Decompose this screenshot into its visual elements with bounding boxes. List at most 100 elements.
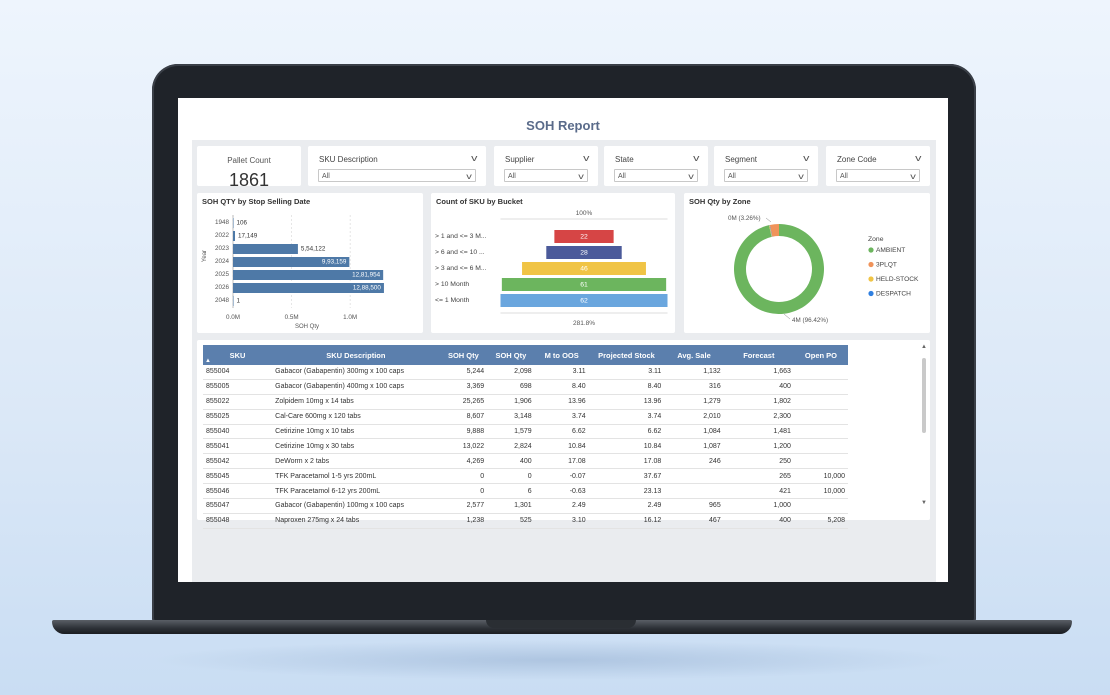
slicer-dropdown[interactable]: All v [836,169,920,182]
table-cell: 37.67 [588,468,665,485]
slicer-title: Zone Code [837,155,877,164]
table-cell: 2,300 [723,409,794,425]
data-label: 1 [237,298,241,305]
table-row[interactable]: 855041 Cetirizine 10mg x 30 tabs 13,022 2,8… [203,438,848,455]
chevron-down-icon[interactable]: v [802,153,809,163]
column-header[interactable]: Open PO [793,345,848,365]
bar [233,283,384,293]
table-cell: 1,200 [723,438,794,455]
table-cell: -0.07 [534,468,589,485]
funnel-value-label: 22 [580,234,588,241]
slicer-state[interactable]: State v All v [604,146,708,186]
table-cell: DeWorm x 2 tabs [272,453,440,470]
table-cell: 855040 [203,424,273,440]
report-screen: SOH Report Pallet Count 1861 SKU Descrip… [178,98,948,582]
table-row[interactable]: 855046 TFK Paracetamol 6-12 yrs 200mL 0 6 -0… [203,483,848,500]
slicer-title: State [615,155,634,164]
donut-slice-ambient [734,224,824,314]
table-scrollbar-thumb[interactable] [922,358,926,433]
slicer-title: Supplier [505,155,535,164]
chevron-down-icon[interactable]: v [582,153,589,163]
column-header[interactable]: Avg. Sale [664,345,724,365]
table-row[interactable]: 855022 Zolpidem 10mg x 14 tabs 25,265 1,906… [203,394,848,410]
slicer-supplier[interactable]: Supplier v All v [494,146,598,186]
table-row[interactable]: 855040 Cetirizine 10mg x 10 tabs 9,888 1,57… [203,424,848,440]
table-row[interactable]: 855047 Gabacor (Gabapentin) 100mg x 100 c… [203,498,848,514]
table-row[interactable]: 855045 TFK Paracetamol 1-5 yrs 200mL 0 0 -0.… [203,468,848,485]
funnel-category-label: > 1 and <= 3 M... [435,233,487,240]
table-cell: 0 [439,468,488,485]
column-header[interactable]: Forecast [723,345,794,365]
legend-marker [868,276,874,282]
y-tick-label: 2026 [215,284,230,291]
table-cell: 2,577 [439,498,488,514]
table-cell: 965 [664,498,724,514]
table-cell: 3,148 [487,409,535,425]
slicer-sku-description[interactable]: SKU Description v All v [308,146,486,186]
slicer-dropdown[interactable]: All v [318,169,476,182]
column-header[interactable]: SOH Qty [487,345,535,365]
scroll-up-icon[interactable]: ▲ [921,344,927,350]
funnel-category-label: > 6 and <= 10 ... [435,249,485,256]
table-cell [793,438,848,455]
chevron-down-icon[interactable]: v [692,153,699,163]
column-header[interactable]: Projected Stock [588,345,665,365]
table-cell [793,409,848,425]
report-title: SOH Report [526,118,600,133]
data-label: 17,149 [238,233,258,240]
table-cell: 13,022 [439,438,488,455]
table-cell: 3.11 [588,365,665,380]
x-axis-title: SOH Qty [295,324,319,330]
slicer-dropdown[interactable]: All v [614,169,698,182]
y-tick-label: 1948 [215,219,230,226]
scroll-down-icon[interactable]: ▼ [921,500,927,506]
donut-svg: 0M (3.26%) 4M (96.42%) Zone AMBIENT 3PLQT HEL… [728,215,919,324]
table-cell: Cal-Care 600mg x 120 tabs [272,409,440,425]
table-cell: 1,301 [487,498,535,514]
slicer-dropdown[interactable]: All v [504,169,588,182]
chevron-down-icon[interactable]: v [914,153,921,163]
table-row[interactable]: 855005 Gabacor (Gabapentin) 400mg x 100 c… [203,379,848,395]
column-header[interactable]: SKU Description [272,345,440,365]
table-cell: 3.74 [588,409,665,425]
table-cell [793,424,848,440]
donut-slice-held-stock [768,225,773,237]
table-cell: Gabacor (Gabapentin) 100mg x 100 caps [272,498,440,514]
table-cell: 400 [723,379,794,395]
table-header-row: SKU ▲ SKU Description SOH Qty SOH Qty M to OO… [203,345,848,365]
table-cell: Cetirizine 10mg x 30 tabs [272,438,440,455]
funnel-bar [522,262,646,275]
table-cell [664,483,724,500]
table-row[interactable]: 855048 Naproxen 275mg x 24 tabs 1,238 525 3.… [203,513,848,529]
table-row[interactable]: 855004 Gabacor (Gabapentin) 300mg x 100 c… [203,365,848,380]
bar [233,296,234,306]
table-cell: 265 [723,468,794,485]
table-cell: 3,369 [439,379,488,395]
chevron-down-icon[interactable]: v [470,153,477,163]
column-header[interactable]: SOH Qty [439,345,488,365]
funnel-bar [501,278,667,291]
table-cell: 2.49 [588,498,665,514]
sort-ascending-icon[interactable]: ▲ [205,358,211,364]
column-header[interactable]: M to OOS [534,345,589,365]
bar [233,257,350,267]
report-canvas: Pallet Count 1861 SKU Description v All v… [192,140,936,582]
funnel-value-label: 28 [580,250,588,257]
legend-item: AMBIENT [876,247,905,254]
legend-item: 3PLQT [876,262,897,269]
table-cell: 2.49 [534,498,589,514]
funnel-category-label: > 10 Month [435,281,469,288]
table-row[interactable]: 855042 DeWorm x 2 tabs 4,269 400 17.08 17.08 2… [203,453,848,470]
slicer-dropdown[interactable]: All v [724,169,808,182]
slicer-zone-code[interactable]: Zone Code v All v [826,146,930,186]
legend-marker [868,261,874,268]
table-cell: Zolpidem 10mg x 14 tabs [272,394,440,410]
slicer-segment[interactable]: Segment v All v [714,146,818,186]
table-cell: 855041 [203,438,273,455]
table-cell: 246 [664,453,724,470]
soh-by-zone-donut: SOH Qty by Zone 0M (3.26%) 4M (96.42%) Zon… [684,193,930,333]
table-row[interactable]: 855025 Cal-Care 600mg x 120 tabs 8,607 3,14… [203,409,848,425]
column-header[interactable]: SKU ▲ [203,345,273,365]
laptop-notch [486,620,636,628]
table-cell: 698 [487,379,535,395]
